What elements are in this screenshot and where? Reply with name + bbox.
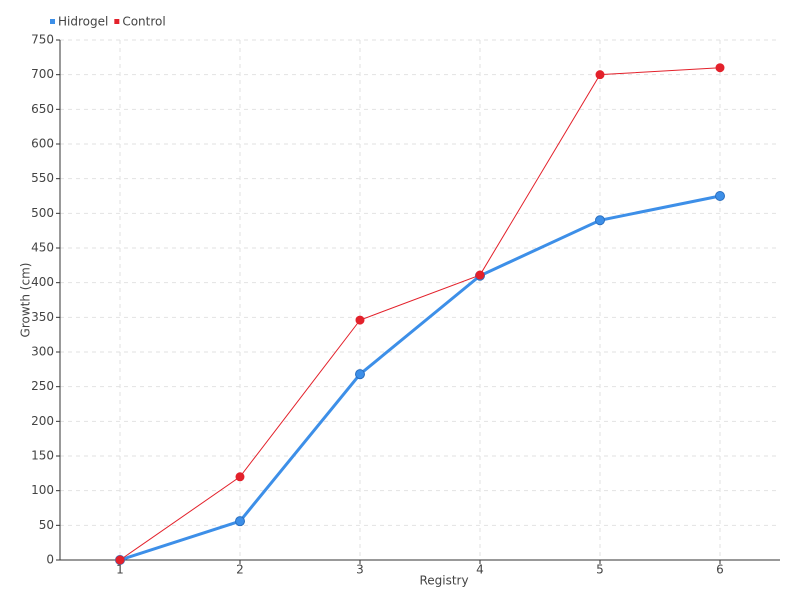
y-tick-label: 400: [31, 275, 54, 289]
legend-swatch: [114, 19, 120, 24]
legend-label: Hidrogel: [58, 15, 108, 29]
x-tick-label: 6: [716, 563, 724, 577]
legend-swatch: [50, 19, 55, 24]
x-axis-label: Registry: [419, 574, 468, 588]
y-axis-label: Growth (cm): [19, 263, 33, 338]
series-line: [119, 194, 721, 562]
data-point: [355, 315, 365, 325]
y-tick-label: 750: [31, 33, 54, 47]
data-point: [595, 70, 605, 80]
y-tick-label: 0: [46, 553, 54, 567]
data-point: [715, 63, 725, 73]
x-tick-label: 1: [116, 563, 124, 577]
y-tick-label: 450: [31, 241, 54, 255]
y-tick-label: 650: [31, 102, 54, 116]
y-tick-label: 550: [31, 171, 54, 185]
data-point: [595, 215, 605, 226]
y-tick-label: 100: [31, 483, 54, 497]
y-tick-label: 200: [31, 414, 54, 428]
y-tick-label: 700: [31, 67, 54, 81]
legend-label: Control: [122, 15, 165, 29]
data-point: [475, 270, 485, 280]
y-tick-label: 300: [31, 345, 54, 359]
y-tick-label: 600: [31, 137, 54, 151]
y-tick-label: 150: [31, 449, 54, 463]
y-tick-label: 500: [31, 206, 54, 220]
x-tick-label: 3: [356, 563, 364, 577]
x-tick-label: 5: [596, 563, 604, 577]
y-tick-label: 250: [31, 379, 54, 393]
series-line: [119, 67, 721, 561]
data-point: [115, 555, 125, 565]
x-tick-label: 2: [236, 563, 244, 577]
data-point: [355, 369, 365, 380]
data-point: [235, 516, 245, 527]
x-tick-label: 4: [476, 563, 484, 577]
data-point: [715, 191, 725, 201]
y-tick-label: 350: [31, 310, 54, 324]
y-tick-label: 50: [39, 518, 54, 532]
data-point: [235, 472, 245, 482]
